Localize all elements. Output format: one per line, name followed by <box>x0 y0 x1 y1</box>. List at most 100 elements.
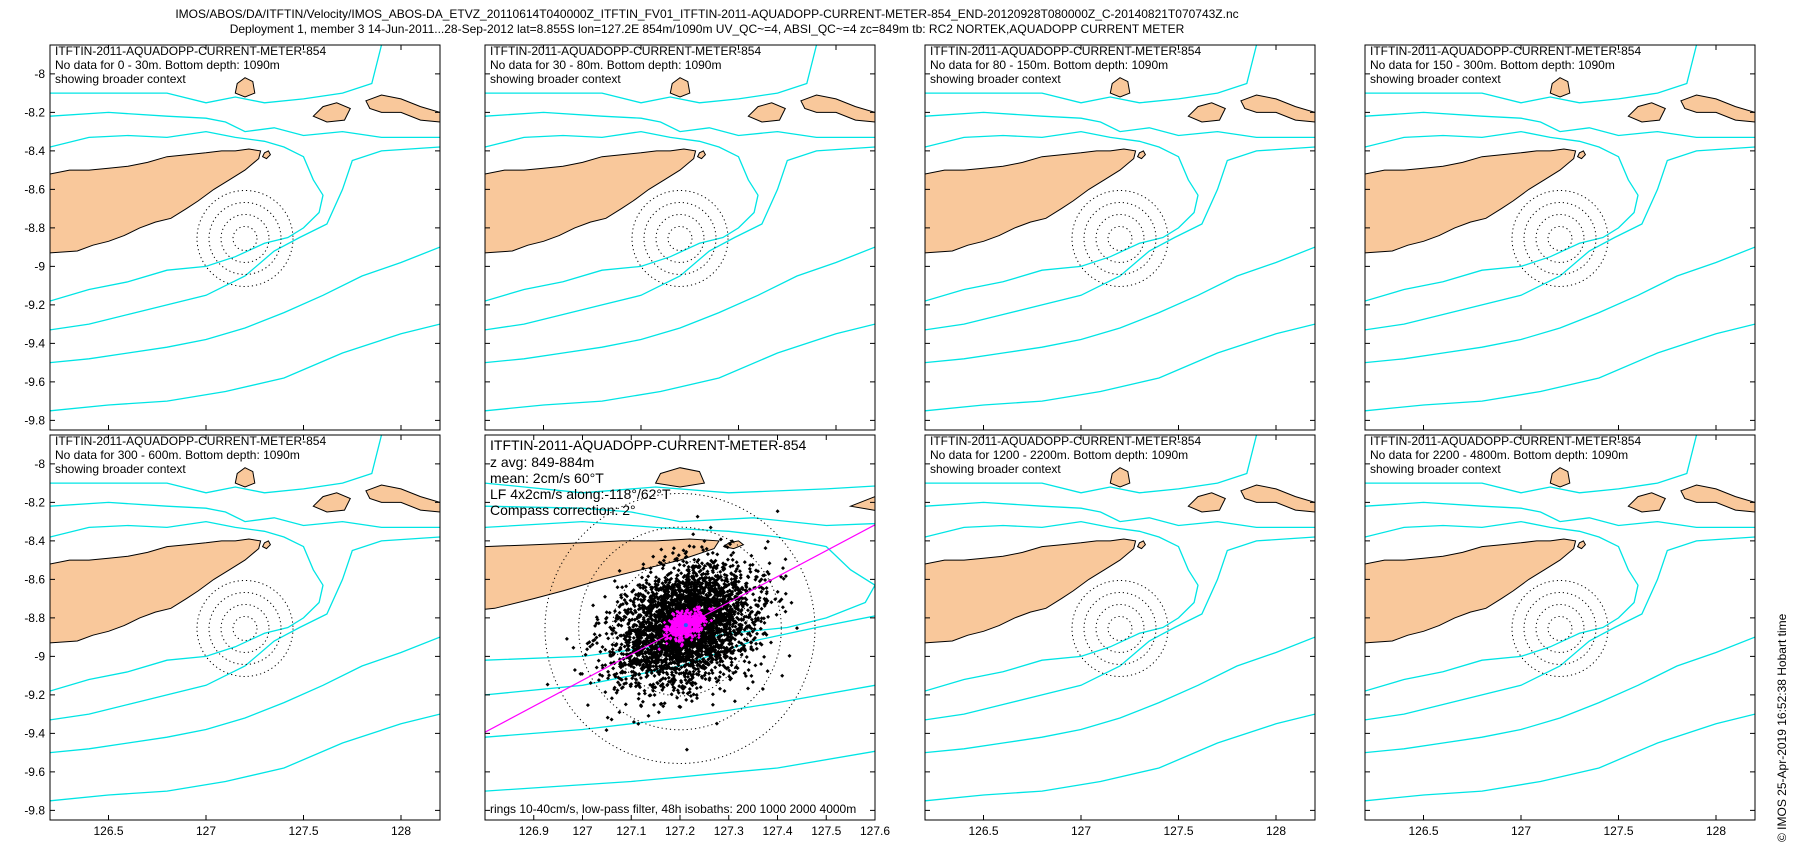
map-layer <box>50 45 440 412</box>
y-tick-label: -8.8 <box>24 611 45 625</box>
isobath-line-2 <box>1365 130 1639 302</box>
kisar-island <box>234 467 256 488</box>
panel-frame <box>1364 44 1756 431</box>
timor-land <box>1365 148 1577 254</box>
x-tick-label: 126.5 <box>1408 824 1438 838</box>
speed-ring-20cms <box>612 560 748 697</box>
x-axis: 126.5 127 127.5 128 <box>968 435 1286 838</box>
speed-ring-30cms <box>578 526 782 731</box>
panel-annotations: ITFTIN-2011-AQUADOPP-CURRENT-METER-854No… <box>55 434 326 476</box>
map-layer <box>485 467 875 792</box>
panel-footer-note: rings 10-40cm/s, low-pass filter, 48h is… <box>490 802 856 816</box>
panel-annotations: ITFTIN-2011-AQUADOPP-CURRENT-METER-854No… <box>1370 434 1641 476</box>
map-layer <box>485 45 875 412</box>
title-line-2: Deployment 1, member 3 14-Jun-2011...28-… <box>230 22 1185 36</box>
isobath-line-5 <box>50 246 440 364</box>
speed-ring-20cms <box>1095 213 1145 263</box>
leti-island <box>312 102 351 123</box>
speed-ring-30cms <box>208 591 282 665</box>
timor-land <box>1365 538 1577 644</box>
isobath-line-5 <box>1365 246 1755 364</box>
isobath-line-6 <box>1365 713 1755 802</box>
timor-land <box>925 148 1137 254</box>
leti-island <box>1627 102 1666 123</box>
y-tick-label: -8.2 <box>24 105 45 119</box>
isobath-line-3 <box>925 435 1258 494</box>
isobath-line-5 <box>50 636 440 754</box>
isobath-line-6 <box>485 323 875 412</box>
panel-frame <box>1364 434 1756 821</box>
map-panel-3: ITFTIN-2011-AQUADOPP-CURRENT-METER-854No… <box>924 44 1316 431</box>
stat-line-3: LF 4x2cm/s along:-118°/62°T <box>490 486 671 502</box>
isobath-line-5 <box>1365 636 1755 754</box>
map-layer <box>50 435 440 802</box>
isobath-line-6 <box>925 713 1315 802</box>
isobath-line-6 <box>1365 323 1755 412</box>
x-tick-label: 127 <box>1071 824 1091 838</box>
speed-ring-40cms <box>196 189 294 287</box>
panel-annotations: ITFTIN-2011-AQUADOPP-CURRENT-METER-854No… <box>490 44 761 86</box>
kisar-island <box>234 77 256 98</box>
isobath-line-5 <box>485 684 875 738</box>
isobath-line-5 <box>925 246 1315 364</box>
panel-header: ITFTIN-2011-AQUADOPP-CURRENT-METER-854 <box>55 434 326 448</box>
panel-header: ITFTIN-2011-AQUADOPP-CURRENT-METER-854 <box>55 44 326 58</box>
timestamp-footer: © IMOS 25-Apr-2019 16:52:38 Hobart time <box>1775 613 1789 842</box>
panel-frame <box>924 44 1316 431</box>
lowpass-velocity-scatter <box>657 605 715 651</box>
y-tick-label: -9.8 <box>24 413 45 427</box>
speed-ring-20cms <box>655 213 705 263</box>
moa-island <box>800 94 875 123</box>
panel-header: ITFTIN-2011-AQUADOPP-CURRENT-METER-854 <box>490 44 761 58</box>
jaco-island <box>1136 150 1147 160</box>
speed-ring-10cms <box>667 225 693 251</box>
x-tick-label: 127.2 <box>665 824 695 838</box>
kisar-island <box>1109 77 1131 98</box>
x-axis <box>108 45 402 430</box>
isobath-line-4 <box>485 146 875 331</box>
timor-land <box>50 148 262 254</box>
y-axis: -8 -8.2 -8.4 -8.6 -8.8 -9 -9.2 -9.4 -9.6 -9.8 <box>24 457 440 817</box>
map-layer <box>925 435 1315 802</box>
panel-header: ITFTIN-2011-AQUADOPP-CURRENT-METER-854 <box>930 434 1201 448</box>
speed-ring-30cms <box>1083 201 1157 275</box>
isobath-line-6 <box>485 750 875 792</box>
jaco-island <box>696 150 707 160</box>
isobath-line-2 <box>925 520 1199 692</box>
no-data-line-1: No data for 80 - 150m. Bottom depth: 109… <box>930 58 1168 72</box>
kisar-island <box>1109 467 1131 488</box>
isobath-line-2 <box>50 520 324 692</box>
map-layer <box>1365 435 1755 802</box>
panel-header: ITFTIN-2011-AQUADOPP-CURRENT-METER-854 <box>1370 434 1641 448</box>
speed-ring-20cms <box>220 213 270 263</box>
leti-island <box>1187 492 1226 513</box>
isobath-line-2 <box>485 520 875 661</box>
moa-island <box>365 94 440 123</box>
map-panel-1: -8 -8.2 -8.4 -8.6 -8.8 -9 -9.2 -9.4 -9.6 -9.8 ITFT… <box>24 44 441 431</box>
isobath-line-1 <box>1365 111 1755 139</box>
leti-island <box>1627 492 1666 513</box>
map-panel-4: ITFTIN-2011-AQUADOPP-CURRENT-METER-854No… <box>1364 44 1756 431</box>
y-axis <box>1365 73 1755 421</box>
speed-ring-20cms <box>1095 603 1145 653</box>
y-tick-label: -9.2 <box>24 298 45 312</box>
isobath-line-3 <box>925 45 1258 104</box>
x-tick-label: 127.1 <box>616 824 646 838</box>
raw-velocity-scatter <box>545 509 799 752</box>
isobath-line-5 <box>485 246 875 364</box>
panel-grid: -8 -8.2 -8.4 -8.6 -8.8 -9 -9.2 -9.4 -9.6 -9.8 ITFT… <box>24 44 1756 838</box>
y-tick-label: -8.6 <box>24 182 45 196</box>
leti-island <box>312 492 351 513</box>
speed-ring-10cms <box>1547 225 1573 251</box>
stat-line-1: z avg: 849-884m <box>490 454 594 470</box>
speed-ring-30cms <box>643 201 717 275</box>
x-tick-label: 127.5 <box>288 824 318 838</box>
x-tick-label: 126.9 <box>519 824 549 838</box>
isobath-line-1 <box>925 111 1315 139</box>
isobath-line-3 <box>485 45 818 104</box>
y-tick-label: -8.4 <box>24 144 45 158</box>
speed-ring-30cms <box>1523 591 1597 665</box>
jaco-island <box>261 150 272 160</box>
no-data-line-1: No data for 300 - 600m. Bottom depth: 10… <box>55 448 300 462</box>
